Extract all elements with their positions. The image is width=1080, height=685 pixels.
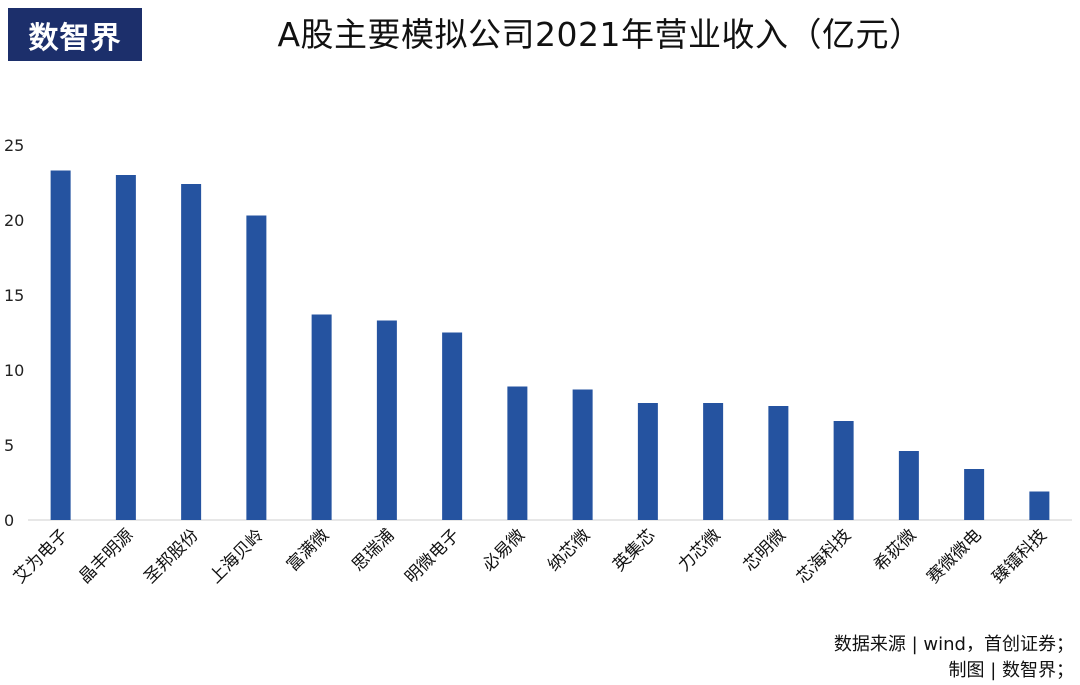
- y-tick-label: 10: [4, 361, 24, 380]
- bar: [50, 170, 71, 520]
- x-tick-label: 艾为电子: [10, 525, 72, 587]
- bar: [181, 184, 202, 520]
- x-tick-label: 上海贝岭: [206, 525, 268, 587]
- x-tick-label: 赛微微电: [923, 525, 986, 588]
- bar: [703, 403, 724, 520]
- y-tick-label: 5: [4, 436, 14, 455]
- source-note: 数据来源 | wind，首创证券； 制图 | 数智界；: [834, 632, 1074, 684]
- brand-logo: 数智界: [8, 8, 142, 61]
- credit-line: 制图 | 数智界；: [948, 660, 1074, 681]
- y-tick-label: 0: [4, 511, 14, 530]
- x-tick-label: 英集芯: [609, 525, 659, 575]
- bar: [898, 451, 919, 520]
- x-tick-label: 明微电子: [401, 525, 463, 587]
- bar: [833, 421, 854, 520]
- x-tick-label: 臻镭科技: [989, 525, 1051, 587]
- bar: [572, 389, 593, 520]
- bar: [311, 314, 332, 520]
- bar: [376, 320, 397, 520]
- bars: [50, 170, 1050, 520]
- bar: [442, 332, 463, 520]
- bar: [964, 469, 985, 520]
- bar: [1029, 491, 1050, 520]
- x-tick-label: 必易微: [479, 525, 529, 575]
- bar: [115, 175, 136, 520]
- y-tick-label: 20: [4, 211, 24, 230]
- y-axis: 0 5 10 15 20 25: [4, 136, 1072, 530]
- source-line: 数据来源 | wind，首创证券；: [833, 634, 1074, 655]
- x-tick-label: 思瑞浦: [348, 525, 398, 575]
- x-tick-label: 富满微: [283, 525, 333, 575]
- chart-title: A股主要模拟公司2021年营业收入（亿元）: [277, 15, 923, 54]
- bar: [637, 403, 658, 520]
- x-tick-label: 芯明微: [740, 525, 790, 575]
- x-tick-label: 力芯微: [674, 525, 724, 575]
- y-tick-label: 15: [4, 286, 24, 305]
- bar: [768, 406, 789, 520]
- x-axis-labels: 艾为电子 晶丰明源 圣邦股份 上海贝岭 富满微 思瑞浦 明微电子 必易微 纳芯微 英集芯 力芯微 芯明…: [10, 525, 1051, 588]
- x-tick-label: 纳芯微: [544, 525, 594, 575]
- y-tick-label: 25: [4, 136, 24, 155]
- x-tick-label: 芯海科技: [793, 525, 855, 587]
- x-tick-label: 希荻微: [870, 525, 920, 575]
- bar: [246, 215, 267, 520]
- x-tick-label: 晶丰明源: [75, 525, 137, 587]
- x-tick-label: 圣邦股份: [140, 525, 202, 587]
- bar: [507, 386, 528, 520]
